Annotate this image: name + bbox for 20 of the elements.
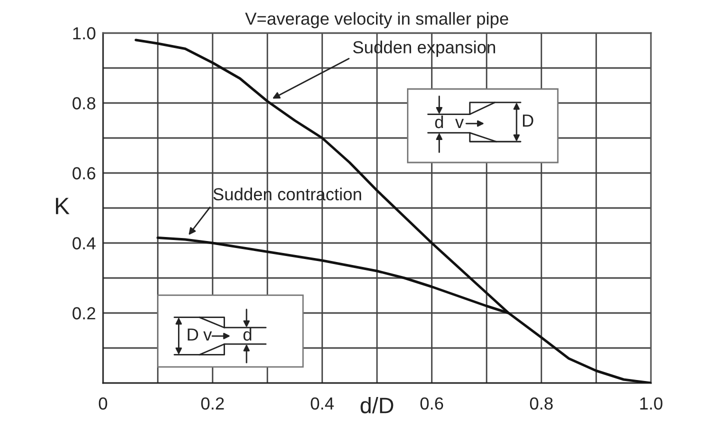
chart-title: V=average velocity in smaller pipe xyxy=(245,12,508,28)
y-tick-label: 1.0 xyxy=(73,27,96,40)
x-tick-label: 0 xyxy=(98,397,108,410)
annotation: d xyxy=(435,115,443,128)
y-tick-label: 0.4 xyxy=(72,237,96,250)
x-tick-label: 0.2 xyxy=(201,397,224,410)
y-tick-label: 0.6 xyxy=(72,167,96,180)
annotation: v xyxy=(455,118,464,128)
y-tick-label: 0.8 xyxy=(72,97,96,110)
annotation: v xyxy=(203,331,212,341)
x-tick-label: 1.0 xyxy=(640,397,662,410)
x-tick-label: 0.4 xyxy=(310,397,334,410)
x-tick-label: 0.8 xyxy=(530,397,553,410)
y-axis-title: K xyxy=(56,198,70,214)
x-tick-label: 0.6 xyxy=(420,397,444,410)
annotation: D xyxy=(188,328,198,341)
annotation: d xyxy=(243,328,252,341)
annotation: D xyxy=(522,114,534,127)
y-tick-label: 0.2 xyxy=(72,307,96,320)
x-axis-title: d/D xyxy=(360,397,394,414)
